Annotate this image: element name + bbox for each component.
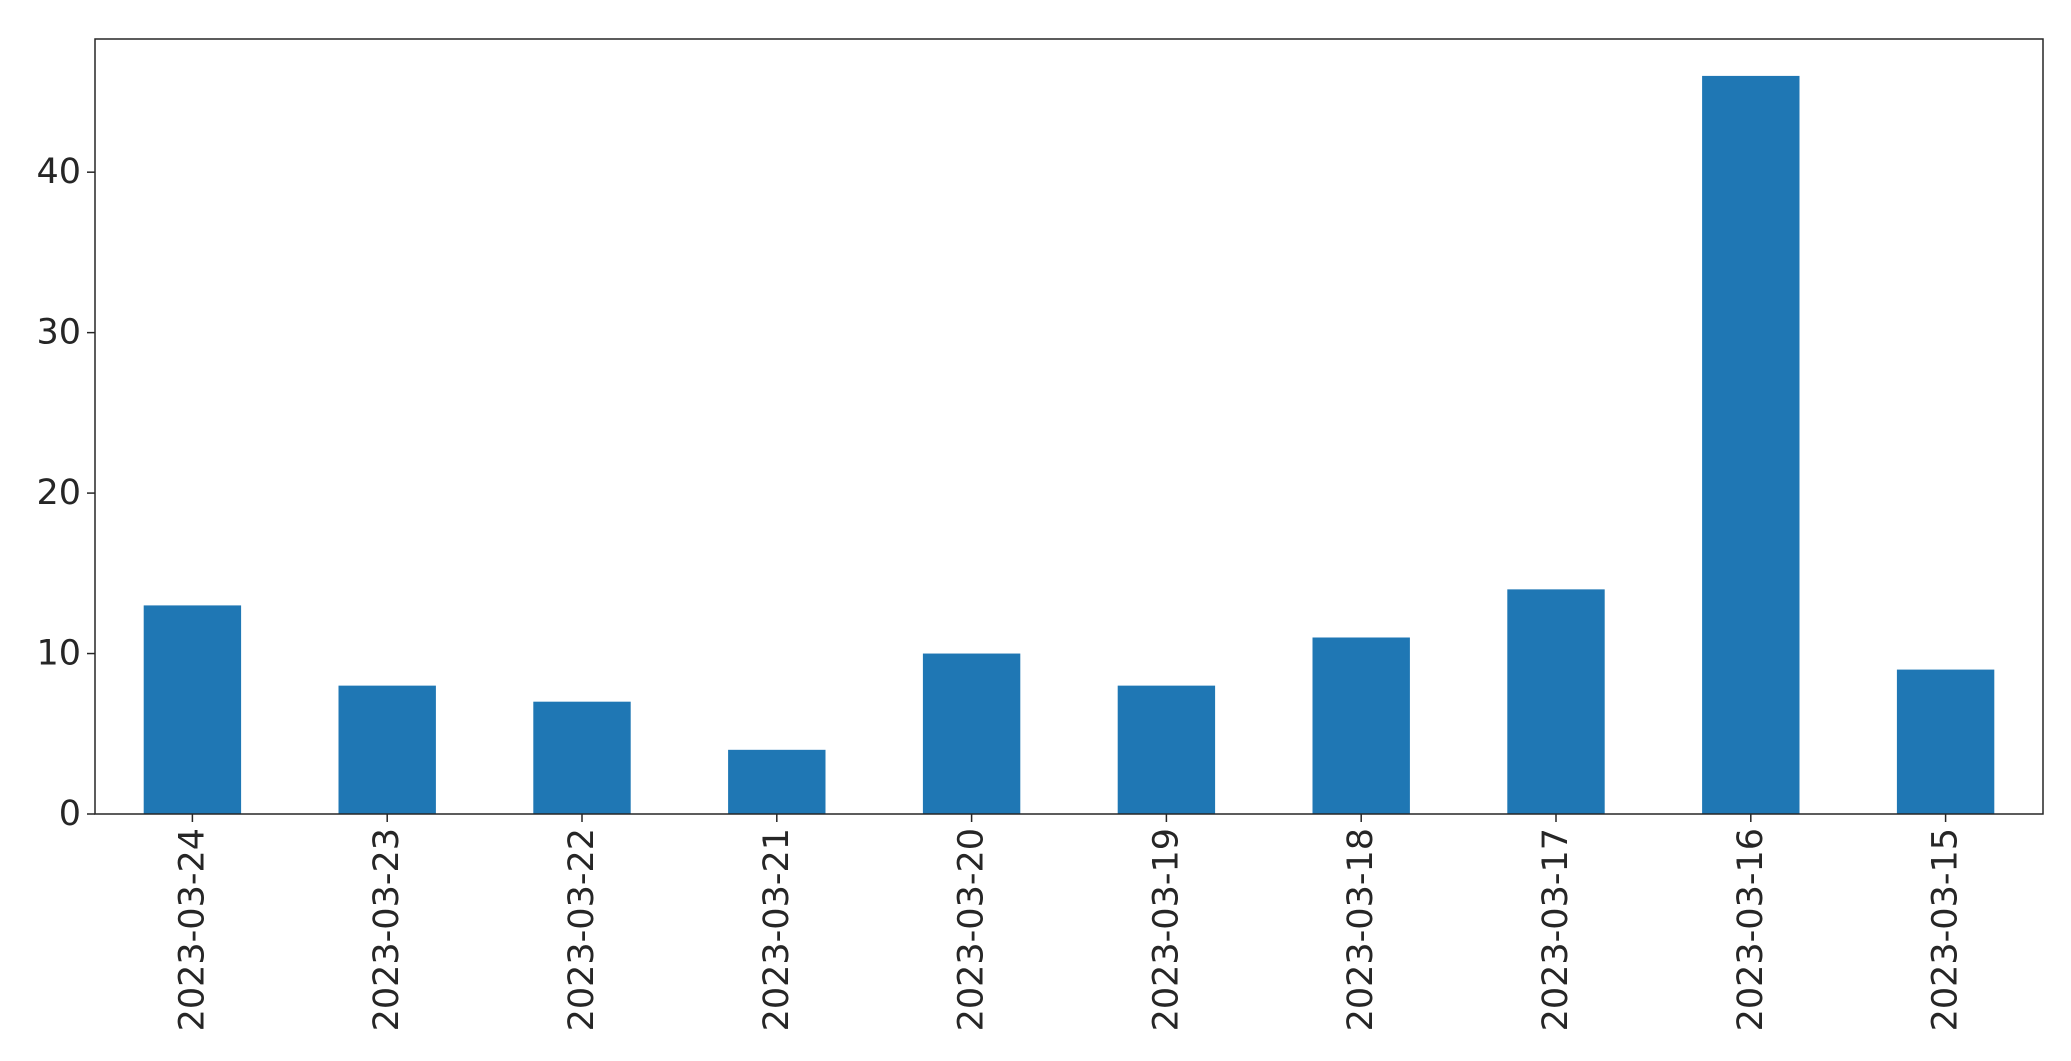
x-tick-label: 2023-03-17 — [1536, 828, 1576, 1031]
bar-2023-03-21 — [728, 749, 826, 814]
y-tick-label: 10 — [36, 634, 81, 674]
bar-2023-03-22 — [533, 701, 631, 814]
x-tick-label: 2023-03-22 — [562, 828, 602, 1031]
x-tick-label: 2023-03-24 — [172, 828, 212, 1031]
y-tick-label: 0 — [59, 794, 81, 834]
x-tick-label: 2023-03-21 — [757, 828, 797, 1031]
bar-2023-03-15 — [1896, 669, 1995, 814]
y-tick-label: 20 — [36, 473, 81, 513]
x-tick-label: 2023-03-23 — [367, 828, 407, 1031]
x-tick-label: 2023-03-19 — [1146, 828, 1186, 1031]
x-axis: 2023-03-24 2023-03-23 2023-03-22 2023-03-21… — [172, 814, 1966, 1031]
x-tick-label: 2023-03-15 — [1926, 828, 1966, 1031]
bars-group — [143, 75, 1995, 814]
bar-2023-03-18 — [1312, 637, 1410, 814]
x-tick-label: 2023-03-16 — [1731, 828, 1771, 1031]
bar-2023-03-23 — [338, 685, 436, 814]
plot-frame — [94, 38, 2044, 815]
bar-2023-03-19 — [1117, 685, 1216, 814]
bar-2023-03-20 — [922, 653, 1021, 814]
y-tick-label: 30 — [36, 313, 81, 353]
x-tick-label: 2023-03-18 — [1341, 828, 1381, 1031]
bar-2023-03-24 — [143, 605, 242, 814]
x-tick-label: 2023-03-20 — [952, 828, 992, 1031]
y-tick-label: 40 — [36, 152, 81, 192]
y-axis: 0 10 20 30 40 — [36, 152, 95, 834]
bar-2023-03-16 — [1702, 75, 1800, 814]
bar-2023-03-17 — [1507, 589, 1605, 814]
